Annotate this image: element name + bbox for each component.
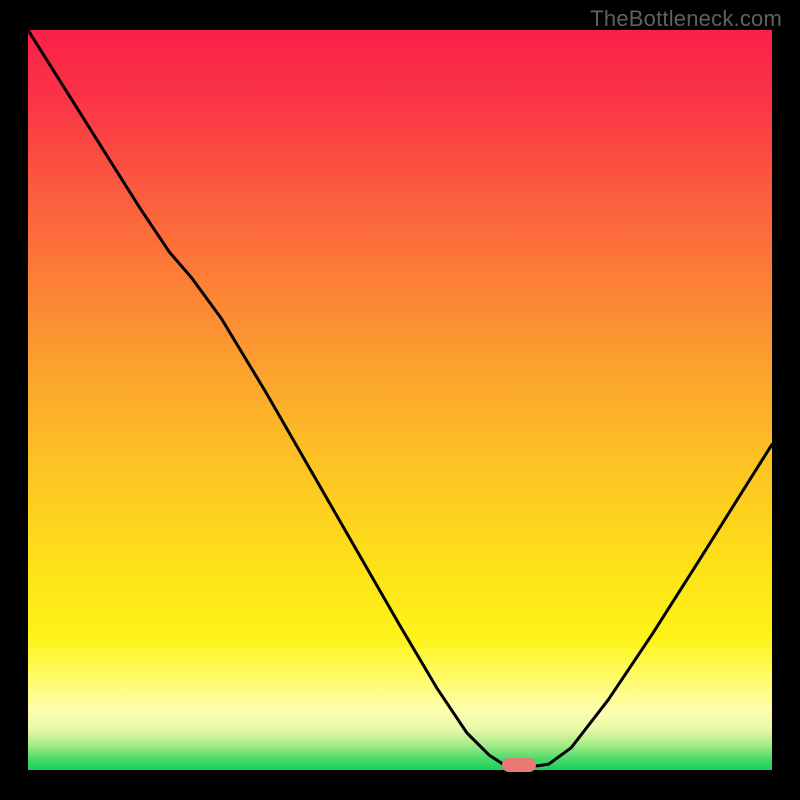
watermark-text: TheBottleneck.com (590, 6, 782, 32)
optimum-marker (502, 758, 536, 772)
plot-area (28, 30, 772, 770)
chart-frame: TheBottleneck.com (0, 0, 800, 800)
bottleneck-curve (28, 30, 772, 770)
